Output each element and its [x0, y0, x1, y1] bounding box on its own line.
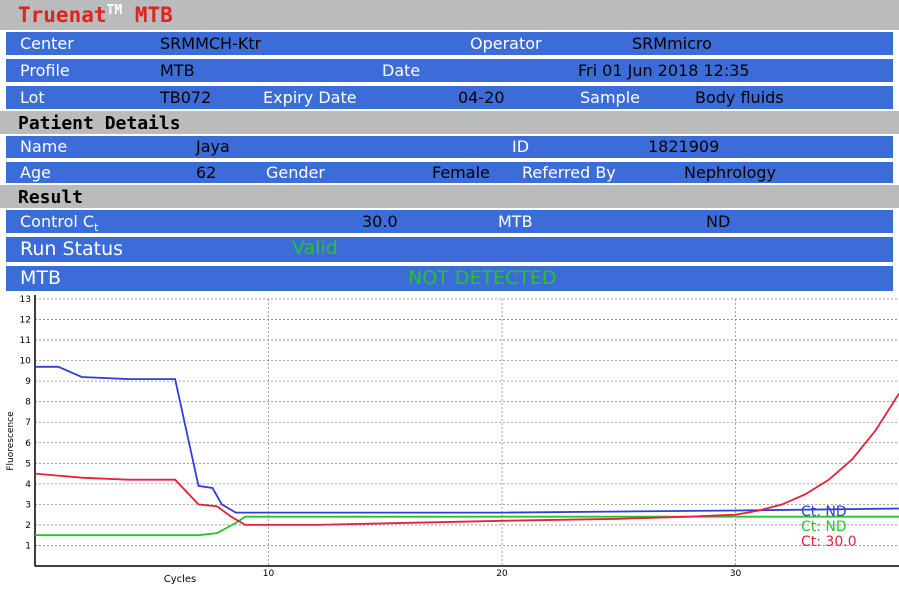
profile-value: MTB	[160, 61, 195, 80]
profile-row: Profile MTB Date Fri 01 Jun 2018 12:35	[0, 57, 899, 84]
y-tick-label: 11	[20, 336, 31, 346]
run-status-label: Run Status	[20, 238, 124, 260]
series-line-3	[34, 393, 899, 526]
age-row: Age 62 Gender Female Referred By Nephrol…	[0, 160, 899, 185]
center-label: Center	[20, 34, 74, 53]
y-tick-label: 10	[20, 357, 32, 367]
patient-details-title: Patient Details	[18, 113, 181, 134]
series-line-1	[35, 365, 899, 514]
result-header: Result	[0, 185, 899, 208]
app-title: TruenatTM MTB	[18, 3, 173, 27]
gender-label: Gender	[266, 163, 325, 182]
result-title: Result	[18, 187, 84, 208]
referred-label: Referred By	[522, 163, 616, 182]
trademark: TM	[106, 3, 123, 18]
y-tick-label: 12	[20, 316, 31, 326]
date-value: Fri 01 Jun 2018 12:35	[578, 61, 750, 80]
product-name: MTB	[134, 3, 173, 27]
lot-label: Lot	[20, 88, 45, 107]
age-value: 62	[196, 163, 217, 182]
age-label: Age	[20, 163, 51, 182]
amplification-chart: 1 2 3 4 5 6 7 8 9 10 11 12 13 10 20 30 Ct: ND Ct: ND Ct:…	[0, 293, 899, 586]
y-tick-label: 8	[25, 398, 31, 408]
run-status-row: Run Status Valid	[0, 235, 899, 264]
chart-axes	[34, 295, 899, 567]
x-tick-label: 30	[730, 569, 742, 579]
brand-prefix: Truenat	[18, 3, 107, 27]
lot-row: Lot TB072 Expiry Date 04-20 Sample Body …	[0, 84, 899, 111]
referred-value: Nephrology	[684, 163, 776, 182]
chart-series	[34, 365, 899, 537]
date-label: Date	[382, 61, 421, 80]
operator-value: SRMmicro	[632, 34, 712, 53]
mtb-label: MTB	[498, 212, 533, 231]
legend-entry-1: Ct: ND	[801, 504, 847, 520]
mtb-value: ND	[706, 212, 731, 231]
control-value: 30.0	[362, 212, 398, 231]
lot-value: TB072	[160, 88, 212, 107]
control-label-text: Control C	[20, 212, 95, 231]
operator-label: Operator	[470, 34, 542, 53]
y-tick-label: 5	[25, 459, 31, 469]
gender-value: Female	[432, 163, 490, 182]
control-label-sub: t	[94, 221, 99, 235]
mtb-result-row: MTB NOT DETECTED	[0, 264, 899, 293]
title-bar: TruenatTM MTB	[0, 0, 899, 30]
control-row: Control Ct 30.0 MTB ND	[0, 208, 899, 235]
center-row: Center SRMMCH-Ktr Operator SRMmicro	[0, 30, 899, 57]
x-tick-label: 10	[263, 569, 275, 579]
y-tick-label: 7	[25, 418, 31, 428]
x-tick-label: 20	[496, 569, 508, 579]
y-tick-label: 3	[25, 500, 31, 510]
legend-entry-2: Ct: ND	[801, 519, 847, 535]
y-tick-label: 13	[20, 295, 31, 305]
y-tick-label: 2	[25, 521, 31, 531]
legend-entry-3: Ct: 30.0	[801, 534, 857, 550]
mtb-result-label: MTB	[20, 267, 62, 289]
y-axis-label: Fluorescence	[6, 411, 16, 471]
chart-grid	[35, 298, 899, 566]
id-value: 1821909	[648, 137, 720, 156]
name-label: Name	[20, 137, 68, 156]
x-axis-label: Cycles	[164, 574, 197, 585]
y-tick-label: 1	[25, 541, 31, 551]
patient-details-header: Patient Details	[0, 111, 899, 134]
run-status-value: Valid	[292, 237, 338, 259]
series-line-2	[35, 515, 899, 537]
expiry-label: Expiry Date	[263, 88, 357, 107]
expiry-value: 04-20	[458, 88, 505, 107]
mtb-result-value: NOT DETECTED	[408, 267, 557, 289]
y-tick-label: 9	[25, 377, 31, 387]
y-tick-label: 6	[25, 439, 31, 449]
sample-value: Body fluids	[695, 88, 784, 107]
center-value: SRMMCH-Ktr	[160, 34, 262, 53]
y-tick-label: 4	[25, 480, 31, 490]
profile-label: Profile	[20, 61, 70, 80]
x-tick-labels: 10 20 30	[263, 569, 742, 579]
control-label: Control Ct	[20, 212, 98, 234]
name-value: Jaya	[196, 137, 230, 156]
name-row: Name Jaya ID 1821909	[0, 134, 899, 160]
id-label: ID	[512, 137, 530, 156]
sample-label: Sample	[580, 88, 640, 107]
